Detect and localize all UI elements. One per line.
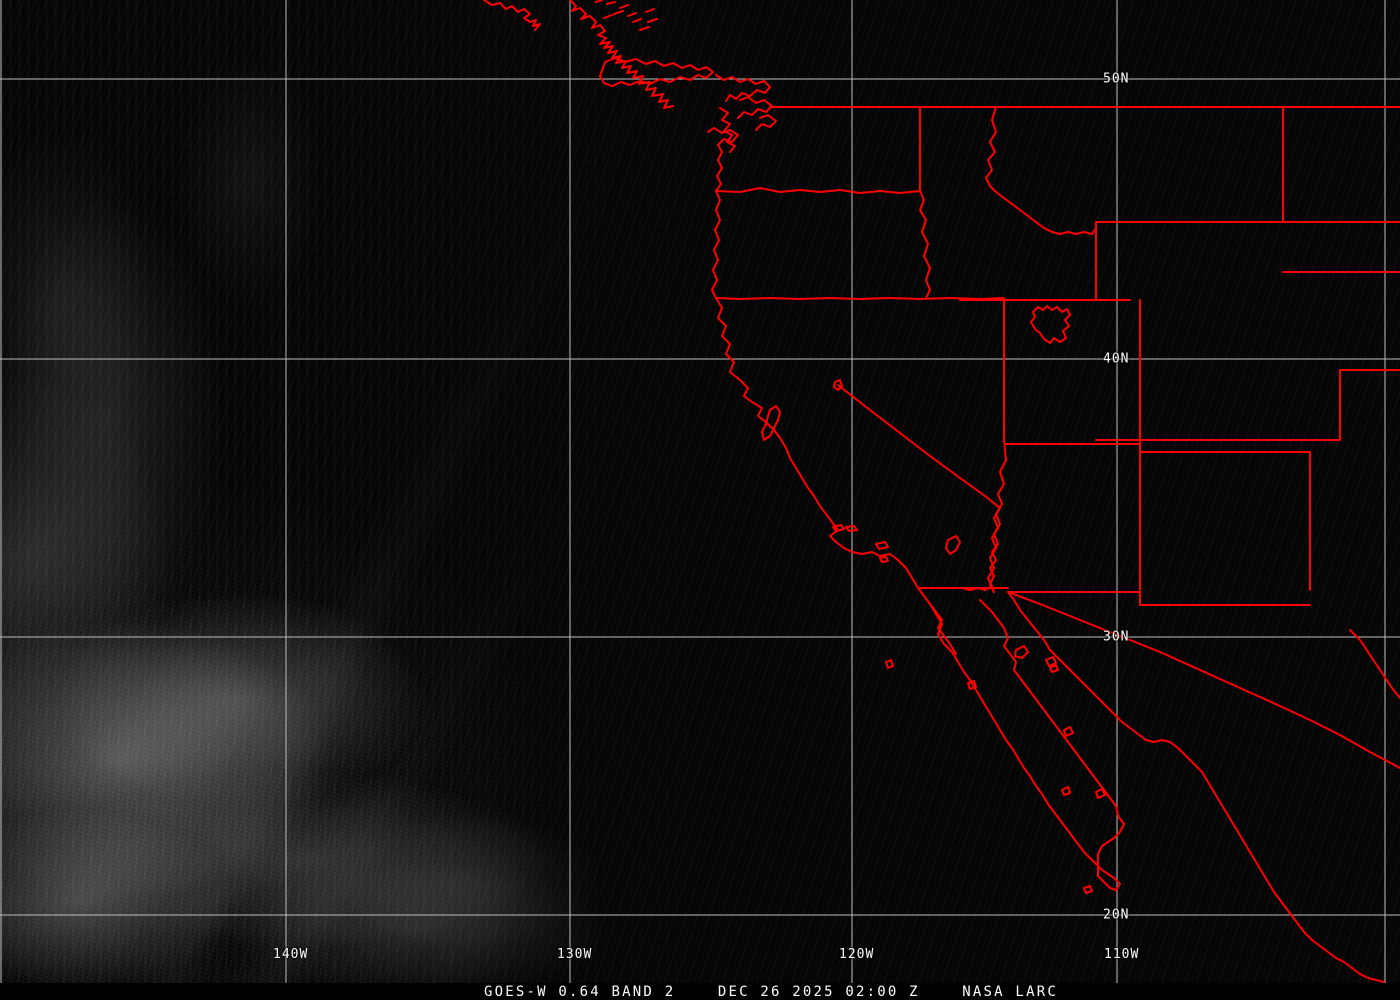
border-nevada-utah (1003, 299, 1007, 461)
latitude-label-40n: 40N (1103, 351, 1130, 367)
product-caption: GOES-W 0.64 BAND 2 DEC 26 2025 02:00 Z N… (484, 983, 1058, 1000)
coastline-oregon (711, 190, 721, 299)
border-colorado-new-mexico (1139, 451, 1311, 591)
latitude-label-30n: 30N (1103, 629, 1130, 645)
coastline-mexico-mainland (1007, 591, 1385, 983)
political-boundaries (483, 0, 1400, 983)
longitude-label-110w: 110W (1104, 947, 1140, 962)
coastline-vancouver-island (599, 57, 714, 87)
border-idaho-montana (985, 106, 1097, 235)
island-cedros (967, 680, 977, 690)
island-offshore-islet (1083, 885, 1093, 894)
island-guadalupe (885, 659, 894, 669)
coastline-baja-west (929, 603, 1121, 891)
border-mexico-interior (1349, 629, 1400, 699)
island-channel-islands (832, 524, 889, 563)
coastline-haida-gwaii (595, 0, 658, 31)
latitude-label-20n: 20N (1103, 907, 1130, 923)
island-gulf-of-california (1014, 645, 1106, 799)
longitude-label-140w: 140W (273, 947, 309, 962)
coastline-baja-east (979, 599, 1125, 877)
border-wyoming-nebraska (1339, 369, 1400, 441)
border-washington-oregon (715, 187, 921, 194)
bay-san-francisco (761, 405, 781, 441)
caption-bar: GOES-W 0.64 BAND 2 DEC 26 2025 02:00 Z N… (0, 983, 1400, 1000)
coastline-british-columbia (483, 0, 674, 109)
longitude-label-120w: 120W (839, 947, 875, 962)
coastline-puget-sound (715, 74, 777, 153)
border-california-arizona (961, 507, 1001, 591)
border-oregon-idaho (919, 190, 931, 299)
border-arizona-new-mexico-south (1007, 591, 1311, 606)
border-california-nevada (837, 384, 1001, 509)
coastline-california-north (715, 297, 853, 553)
coastline-washington (707, 127, 739, 192)
latitude-label-50n: 50N (1103, 71, 1130, 87)
border-oregon-california (715, 297, 1005, 300)
border-us-mexico (917, 587, 1400, 769)
lake-tahoe (833, 379, 843, 391)
longitude-label-130w: 130W (557, 947, 593, 962)
lake-salton-sea (945, 535, 961, 555)
lake-great-salt-lake (1030, 305, 1071, 344)
